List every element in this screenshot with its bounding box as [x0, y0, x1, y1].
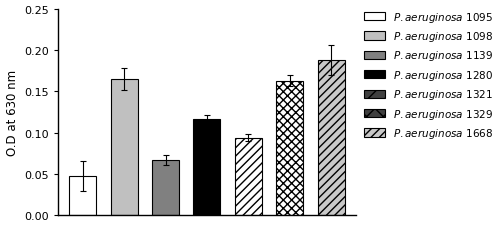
Bar: [276, 81, 303, 215]
Legend: $\it{P. aeruginosa}$ 1095, $\it{P. aeruginosa}$ 1098, $\it{P. aeruginosa}$ 1139,: $\it{P. aeruginosa}$ 1095, $\it{P. aerug…: [364, 11, 494, 141]
Bar: [152, 160, 179, 215]
Bar: [70, 176, 96, 215]
Y-axis label: O.D at 630 nm: O.D at 630 nm: [6, 70, 18, 155]
Bar: [318, 61, 344, 215]
Bar: [235, 138, 262, 215]
Bar: [194, 119, 220, 215]
Bar: [110, 79, 138, 215]
